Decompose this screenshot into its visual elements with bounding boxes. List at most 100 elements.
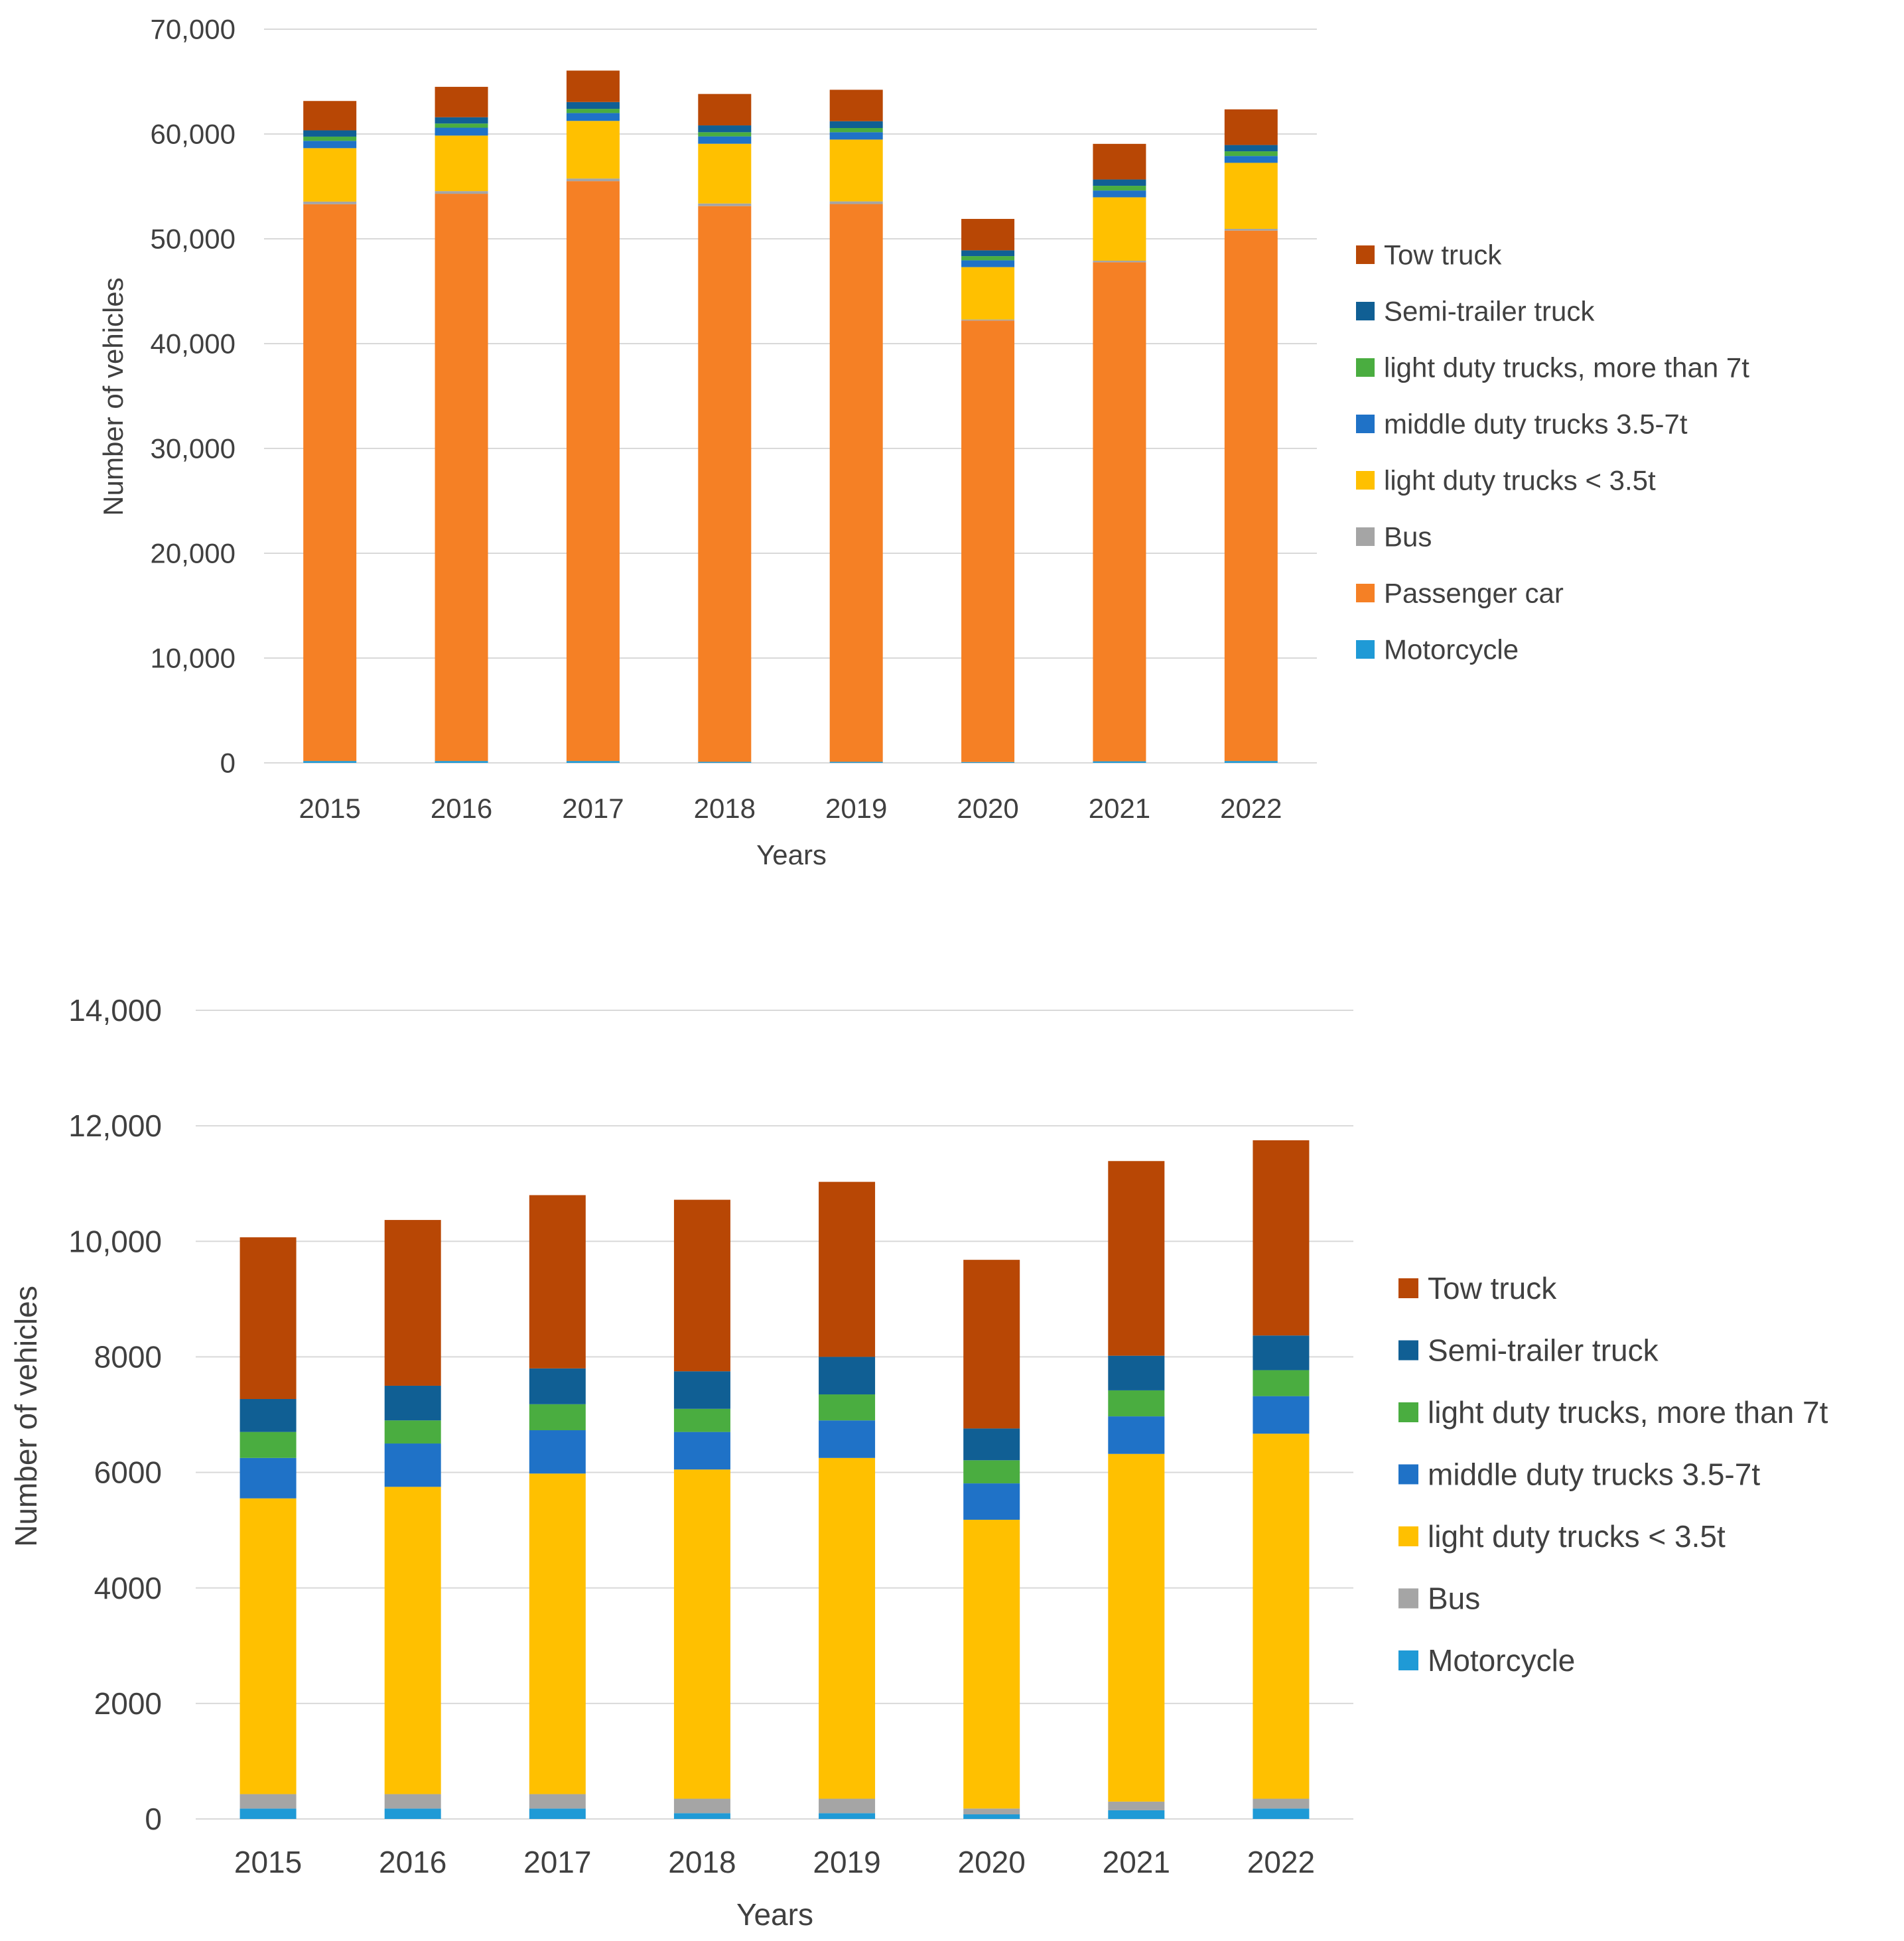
bar-middle-duty-trucks-3-5-7t-2016 — [435, 127, 488, 136]
bar-motorcycle-2015 — [303, 761, 357, 763]
bar-bus-2017 — [529, 1794, 586, 1809]
legend-label-semi-trailer-truck: Semi-trailer truck — [1428, 1333, 1659, 1368]
bar-bus-2018 — [673, 1798, 730, 1814]
bar-passenger-car-2015 — [303, 204, 357, 762]
bar-bus-2018 — [698, 203, 752, 206]
y-axis-title: Number of vehicles — [98, 277, 129, 515]
y-tick-label: 6000 — [94, 1455, 162, 1490]
bar-middle-duty-trucks-3-5-7t-2020 — [961, 260, 1015, 267]
legend-swatch-middle-duty-trucks-3-5-7t — [1356, 415, 1375, 433]
legend-label-light-duty-trucks-more-than-7t: light duty trucks, more than 7t — [1428, 1395, 1828, 1430]
y-tick-label: 10,000 — [151, 643, 236, 674]
bar-middle-duty-trucks-3-5-7t-2017 — [529, 1430, 586, 1474]
bar-light-duty-trucks-3-5t-2015 — [239, 1498, 297, 1794]
y-tick-label: 40,000 — [151, 328, 236, 360]
bar-middle-duty-trucks-3-5-7t-2021 — [1108, 1416, 1165, 1454]
bar-bus-2016 — [435, 191, 488, 194]
legend-label-bus: Bus — [1428, 1581, 1480, 1616]
x-tick-label: 2019 — [825, 793, 887, 824]
bar-light-duty-trucks-3-5t-2017 — [529, 1473, 586, 1794]
bar-motorcycle-2019 — [819, 1813, 876, 1819]
bar-light-duty-trucks-3-5t-2016 — [384, 1487, 441, 1794]
bar-light-duty-trucks-3-5t-2020 — [961, 267, 1015, 320]
x-tick-label: 2017 — [562, 793, 624, 824]
bar-light-duty-trucks-3-5t-2016 — [435, 135, 488, 192]
legend-label-motorcycle: Motorcycle — [1428, 1643, 1575, 1678]
bar-light-duty-trucks-more-than-7t-2017 — [529, 1404, 586, 1431]
y-tick-label: 2000 — [94, 1686, 162, 1721]
bar-bus-2016 — [384, 1794, 441, 1809]
y-tick-label: 10,000 — [68, 1224, 162, 1258]
bar-middle-duty-trucks-3-5-7t-2015 — [303, 141, 357, 149]
legend-swatch-light-duty-trucks-more-than-7t — [1356, 358, 1375, 377]
bar-passenger-car-2017 — [566, 181, 620, 762]
y-axis-title: Number of vehicles — [9, 1286, 43, 1547]
bar-tow-truck-2022 — [1224, 109, 1278, 145]
bar-middle-duty-trucks-3-5-7t-2022 — [1253, 1396, 1310, 1434]
legend-swatch-tow-truck — [1356, 245, 1375, 264]
bar-light-duty-trucks-3-5t-2019 — [829, 139, 883, 202]
y-tick-label: 8000 — [94, 1340, 162, 1374]
legend-label-bus: Bus — [1384, 521, 1432, 553]
bar-semi-trailer-truck-2015 — [303, 130, 357, 137]
bar-tow-truck-2016 — [384, 1220, 441, 1386]
bar-motorcycle-2021 — [1108, 1810, 1165, 1819]
bar-motorcycle-2020 — [963, 1814, 1020, 1819]
y-tick-label: 14,000 — [68, 993, 162, 1028]
x-tick-labels: 2015 2016 2017 2018 2019 2020 2021 2022 — [234, 1845, 1315, 1879]
y-tick-labels: 0 10,000 20,000 30,000 40,000 50,000 60,000 70,… — [151, 14, 236, 779]
bar-middle-duty-trucks-3-5-7t-2019 — [819, 1420, 876, 1458]
bar-light-duty-trucks-more-than-7t-2022 — [1224, 151, 1278, 157]
legend-swatch-semi-trailer-truck — [1398, 1340, 1418, 1361]
bar-semi-trailer-truck-2020 — [963, 1428, 1020, 1461]
bar-passenger-car-2021 — [1093, 262, 1146, 762]
x-tick-label: 2020 — [958, 1845, 1026, 1879]
legend-label-motorcycle: Motorcycle — [1384, 634, 1519, 665]
y-tick-label: 0 — [145, 1802, 162, 1836]
bar-semi-trailer-truck-2017 — [529, 1368, 586, 1404]
legend-swatch-passenger-car — [1356, 584, 1375, 602]
x-tick-label: 2015 — [234, 1845, 302, 1879]
bar-motorcycle-2020 — [961, 762, 1015, 763]
bar-tow-truck-2021 — [1108, 1161, 1165, 1356]
bar-semi-trailer-truck-2020 — [961, 250, 1015, 257]
x-tick-label: 2020 — [957, 793, 1018, 824]
legend-label-semi-trailer-truck: Semi-trailer truck — [1384, 296, 1595, 327]
legend-label-light-duty-trucks-more-than-7t: light duty trucks, more than 7t — [1384, 352, 1749, 383]
bar-passenger-car-2020 — [961, 320, 1015, 762]
bar-semi-trailer-truck-2018 — [698, 125, 752, 133]
bar-semi-trailer-truck-2022 — [1253, 1335, 1310, 1371]
legend-swatch-light-duty-trucks-3-5t — [1356, 471, 1375, 490]
bar-bus-2017 — [566, 178, 620, 182]
bar-tow-truck-2016 — [435, 86, 488, 117]
bar-middle-duty-trucks-3-5-7t-2016 — [384, 1443, 441, 1487]
legend-label-passenger-car: Passenger car — [1384, 578, 1564, 609]
x-tick-label: 2018 — [694, 793, 756, 824]
bar-middle-duty-trucks-3-5-7t-2019 — [829, 132, 883, 140]
bar-semi-trailer-truck-2022 — [1224, 145, 1278, 152]
bar-light-duty-trucks-more-than-7t-2020 — [963, 1460, 1020, 1484]
y-tick-label: 0 — [220, 748, 236, 779]
chart-bottom: 0 2000 4000 6000 8000 10,000 12,000 14,000 2015… — [9, 993, 1828, 1932]
x-tick-label: 2021 — [1103, 1845, 1170, 1879]
bar-middle-duty-trucks-3-5-7t-2018 — [673, 1432, 730, 1470]
legend-swatch-light-duty-trucks-3-5t — [1398, 1526, 1418, 1546]
bar-motorcycle-2021 — [1093, 761, 1146, 763]
x-tick-label: 2021 — [1089, 793, 1150, 824]
bar-light-duty-trucks-more-than-7t-2016 — [435, 123, 488, 128]
y-tick-label: 12,000 — [68, 1108, 162, 1143]
x-tick-label: 2022 — [1247, 1845, 1315, 1879]
bar-semi-trailer-truck-2017 — [566, 101, 620, 109]
bar-semi-trailer-truck-2021 — [1093, 179, 1146, 186]
bar-bus-2021 — [1108, 1801, 1165, 1810]
x-axis-title: Years — [736, 1897, 813, 1932]
y-tick-label: 30,000 — [151, 433, 236, 464]
bar-semi-trailer-truck-2018 — [673, 1371, 730, 1409]
bar-bus-2019 — [829, 201, 883, 204]
x-tick-label: 2017 — [523, 1845, 591, 1879]
bar-bus-2020 — [963, 1808, 1020, 1815]
bar-light-duty-trucks-3-5t-2018 — [698, 143, 752, 204]
bar-light-duty-trucks-3-5t-2020 — [963, 1519, 1020, 1809]
bar-tow-truck-2015 — [239, 1237, 297, 1399]
legend-label-middle-duty-trucks-3-5-7t: middle duty trucks 3.5-7t — [1384, 409, 1688, 440]
